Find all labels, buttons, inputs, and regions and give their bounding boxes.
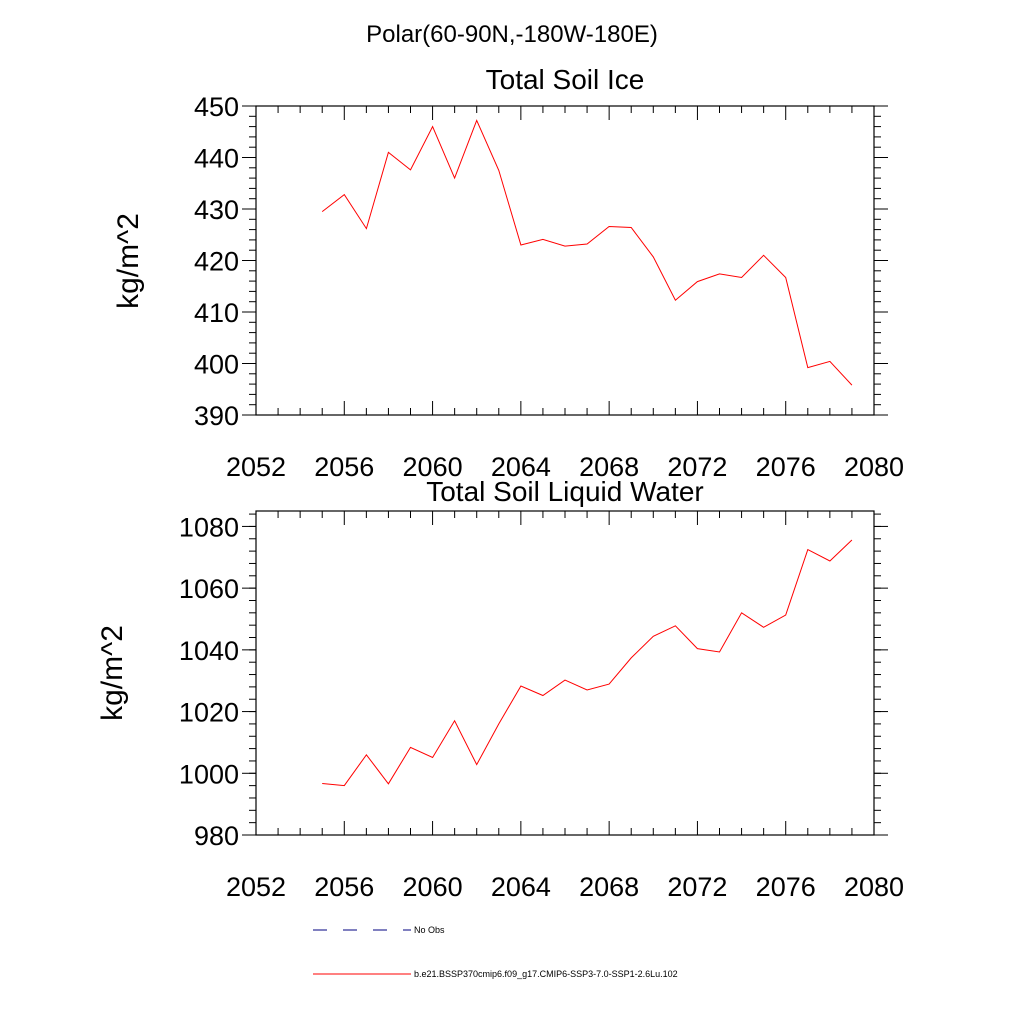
x-tick-label: 2052: [226, 452, 286, 482]
x-tick-label: 2076: [756, 452, 816, 482]
figure-title: Polar(60-90N,-180W-180E): [366, 21, 658, 48]
y-tick-label: 1040: [179, 636, 239, 666]
panel-total-soil-liquid-water: Total Soil Liquid Water kg/m^2 2052 2056 2…: [96, 476, 904, 902]
x-tick-label: 2080: [844, 452, 904, 482]
y-tick-label: 390: [194, 401, 239, 431]
x-tick-label: 2072: [667, 452, 727, 482]
y-tick-label: 420: [194, 247, 239, 277]
legend-label-no-obs: No Obs: [414, 925, 445, 935]
x-tick-label: 2064: [491, 872, 551, 902]
y-tick-label: 1060: [179, 574, 239, 604]
y-axis-label: kg/m^2: [112, 213, 145, 309]
panel-title: Total Soil Ice: [486, 64, 645, 95]
x-tick-label: 2080: [844, 872, 904, 902]
y-tick-label: 450: [194, 92, 239, 122]
y-tick-label: 400: [194, 350, 239, 380]
legend-label-model: b.e21.BSSP370cmip6.f09_g17.CMIP6-SSP3-7.…: [414, 969, 678, 979]
y-tick-label: 430: [194, 195, 239, 225]
x-tick-label: 2076: [756, 872, 816, 902]
x-tick-label: 2064: [491, 452, 551, 482]
panel-title: Total Soil Liquid Water: [426, 476, 704, 507]
x-tick-label: 2068: [579, 872, 639, 902]
legend: No Obs b.e21.BSSP370cmip6.f09_g17.CMIP6-…: [313, 925, 678, 979]
plot-frame: [255, 105, 875, 416]
plot-frame: [255, 510, 875, 836]
x-tick-label: 2052: [226, 872, 286, 902]
x-tick-label: 2060: [403, 452, 463, 482]
y-tick-label: 980: [194, 821, 239, 851]
x-tick-label: 2068: [579, 452, 639, 482]
y-tick-label: 1020: [179, 698, 239, 728]
x-tick-label: 2060: [403, 872, 463, 902]
y-tick-label: 410: [194, 298, 239, 328]
series-line: [321, 119, 853, 386]
panel-total-soil-ice: Total Soil Ice kg/m^2 2052 2056 2060 2064 20…: [112, 64, 904, 482]
y-tick-label: 440: [194, 144, 239, 174]
y-tick-label: 1080: [179, 512, 239, 542]
series-line: [322, 539, 853, 787]
y-tick-label: 1000: [179, 759, 239, 789]
x-tick-label: 2056: [314, 872, 374, 902]
x-tick-label: 2056: [314, 452, 374, 482]
x-tick-label: 2072: [667, 872, 727, 902]
y-axis-label: kg/m^2: [96, 625, 129, 721]
